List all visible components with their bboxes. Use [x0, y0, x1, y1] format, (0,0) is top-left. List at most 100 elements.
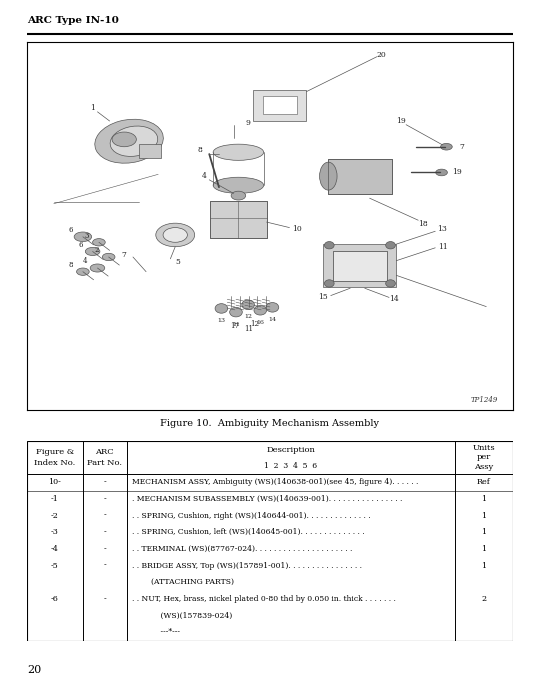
- Ellipse shape: [242, 300, 254, 309]
- Text: -: -: [103, 512, 106, 519]
- Ellipse shape: [110, 126, 158, 156]
- Ellipse shape: [230, 307, 242, 317]
- Text: 1: 1: [481, 528, 487, 536]
- Ellipse shape: [436, 169, 447, 176]
- Ellipse shape: [95, 119, 163, 163]
- Bar: [253, 90, 307, 121]
- Text: 2: 2: [94, 246, 99, 254]
- Bar: [262, 96, 297, 113]
- Ellipse shape: [77, 268, 89, 275]
- Text: Units
per
Assy: Units per Assy: [472, 444, 495, 471]
- Text: 1: 1: [481, 561, 487, 570]
- Text: 9: 9: [246, 119, 251, 127]
- Text: 13: 13: [437, 225, 448, 233]
- Text: -: -: [103, 595, 106, 603]
- Text: . . TERMINAL (WS)(87767-024). . . . . . . . . . . . . . . . . . . . .: . . TERMINAL (WS)(87767-024). . . . . . …: [132, 545, 353, 553]
- Text: -4: -4: [51, 545, 59, 553]
- Text: -: -: [103, 478, 106, 486]
- Text: 14: 14: [389, 295, 399, 303]
- Text: -: -: [103, 528, 106, 536]
- Text: 11: 11: [244, 325, 253, 332]
- Text: 10: 10: [292, 225, 302, 233]
- Bar: [139, 144, 161, 158]
- Text: . . SPRING, Cushion, right (WS)(140644-001). . . . . . . . . . . . . .: . . SPRING, Cushion, right (WS)(140644-0…: [132, 512, 371, 519]
- Text: 3: 3: [85, 232, 89, 239]
- Text: 4: 4: [202, 172, 207, 180]
- Text: -: -: [103, 545, 106, 553]
- Bar: [328, 159, 392, 194]
- Text: -1: -1: [51, 495, 59, 503]
- Text: 16: 16: [256, 320, 264, 325]
- Bar: [210, 202, 267, 237]
- Text: TP1249: TP1249: [471, 396, 498, 404]
- Ellipse shape: [103, 253, 115, 260]
- Text: 10-: 10-: [49, 478, 62, 486]
- Text: -5: -5: [51, 561, 59, 570]
- Ellipse shape: [213, 144, 264, 160]
- Text: 11: 11: [232, 322, 240, 327]
- Text: 7: 7: [122, 251, 127, 259]
- Text: Figure &
Index No.: Figure & Index No.: [35, 448, 76, 467]
- Text: 1: 1: [481, 512, 487, 519]
- Text: Ref: Ref: [477, 478, 491, 486]
- Text: -2: -2: [51, 512, 59, 519]
- Text: MECHANISM ASSY, Ambiguity (WS)(140638-001)(see 45, figure 4). . . . . .: MECHANISM ASSY, Ambiguity (WS)(140638-00…: [132, 478, 419, 486]
- Bar: [323, 244, 396, 288]
- Text: 1: 1: [90, 104, 95, 112]
- Text: (ATTACHING PARTS): (ATTACHING PARTS): [132, 578, 234, 586]
- Text: 2: 2: [481, 595, 487, 603]
- Text: 6: 6: [69, 226, 73, 234]
- Text: (WS)(157839-024): (WS)(157839-024): [132, 612, 233, 620]
- Text: 19: 19: [396, 117, 406, 125]
- Text: -: -: [103, 561, 106, 570]
- Ellipse shape: [156, 223, 194, 246]
- Ellipse shape: [266, 302, 279, 312]
- Ellipse shape: [215, 304, 228, 313]
- Text: . . BRIDGE ASSY, Top (WS)(157891-001). . . . . . . . . . . . . . . .: . . BRIDGE ASSY, Top (WS)(157891-001). .…: [132, 561, 362, 570]
- Text: 6: 6: [78, 241, 83, 249]
- Text: ---*---: ---*---: [132, 628, 180, 636]
- Text: 1  2  3  4  5  6: 1 2 3 4 5 6: [264, 462, 317, 470]
- Text: Description: Description: [266, 446, 315, 454]
- Bar: [328, 159, 392, 194]
- Bar: [333, 251, 387, 281]
- Ellipse shape: [441, 144, 453, 150]
- Text: 8: 8: [197, 146, 202, 155]
- Text: Figure 10.  Ambiguity Mechanism Assembly: Figure 10. Ambiguity Mechanism Assembly: [160, 419, 380, 428]
- Text: ARC
Part No.: ARC Part No.: [87, 448, 122, 467]
- Text: 13: 13: [218, 318, 225, 323]
- Text: 12: 12: [244, 314, 252, 319]
- Ellipse shape: [386, 241, 395, 249]
- Text: . . NUT, Hex, brass, nickel plated 0-80 thd by 0.050 in. thick . . . . . . .: . . NUT, Hex, brass, nickel plated 0-80 …: [132, 595, 396, 603]
- Text: 18: 18: [418, 220, 428, 228]
- Text: 1: 1: [481, 495, 487, 503]
- Ellipse shape: [231, 191, 246, 200]
- Ellipse shape: [325, 280, 334, 287]
- Text: . . SPRING, Cushion, left (WS)(140645-001). . . . . . . . . . . . . .: . . SPRING, Cushion, left (WS)(140645-00…: [132, 528, 365, 536]
- Ellipse shape: [213, 177, 264, 193]
- Text: 17: 17: [231, 322, 240, 330]
- Text: . MECHANISM SUBASSEMBLY (WS)(140639-001). . . . . . . . . . . . . . . .: . MECHANISM SUBASSEMBLY (WS)(140639-001)…: [132, 495, 403, 503]
- Ellipse shape: [74, 232, 92, 242]
- Text: 7: 7: [460, 143, 464, 150]
- Ellipse shape: [90, 264, 105, 272]
- Ellipse shape: [163, 228, 187, 242]
- Text: 11: 11: [437, 243, 448, 251]
- Text: 5: 5: [175, 258, 180, 267]
- Ellipse shape: [320, 162, 337, 190]
- Text: -6: -6: [51, 595, 59, 603]
- Text: 8: 8: [69, 261, 73, 269]
- Text: 4: 4: [83, 258, 87, 265]
- Ellipse shape: [254, 305, 267, 315]
- Ellipse shape: [325, 241, 334, 249]
- Text: 20: 20: [27, 665, 41, 676]
- Text: -: -: [103, 495, 106, 503]
- Bar: [333, 251, 387, 281]
- Ellipse shape: [85, 247, 100, 256]
- Text: 19: 19: [452, 169, 462, 176]
- Text: 20: 20: [377, 51, 387, 59]
- Text: 1: 1: [481, 545, 487, 553]
- Text: 14: 14: [268, 317, 276, 322]
- Ellipse shape: [112, 132, 136, 147]
- Ellipse shape: [386, 280, 395, 287]
